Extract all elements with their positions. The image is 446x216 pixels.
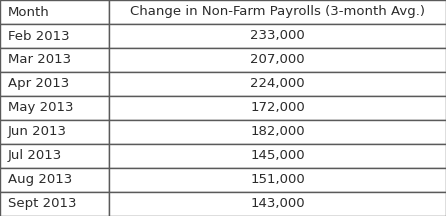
- Text: Aug 2013: Aug 2013: [8, 173, 72, 186]
- Text: 172,000: 172,000: [250, 102, 305, 114]
- Bar: [0, 192, 109, 216]
- Text: Sept 2013: Sept 2013: [8, 197, 76, 211]
- Text: 145,000: 145,000: [250, 149, 305, 162]
- Bar: [109, 168, 446, 192]
- Bar: [0, 96, 109, 120]
- Text: Month: Month: [8, 5, 50, 19]
- Text: May 2013: May 2013: [8, 102, 73, 114]
- Bar: [109, 120, 446, 144]
- Text: 224,000: 224,000: [250, 78, 305, 91]
- Text: Feb 2013: Feb 2013: [8, 30, 69, 43]
- Bar: [0, 120, 109, 144]
- Bar: [109, 96, 446, 120]
- Bar: [0, 168, 109, 192]
- Text: 151,000: 151,000: [250, 173, 305, 186]
- Bar: [109, 192, 446, 216]
- Text: Jul 2013: Jul 2013: [8, 149, 62, 162]
- Bar: [0, 144, 109, 168]
- Bar: [109, 144, 446, 168]
- Bar: [109, 0, 446, 24]
- Text: 143,000: 143,000: [250, 197, 305, 211]
- Bar: [109, 48, 446, 72]
- Text: 182,000: 182,000: [250, 125, 305, 138]
- Text: Apr 2013: Apr 2013: [8, 78, 69, 91]
- Bar: [0, 72, 109, 96]
- Text: 207,000: 207,000: [250, 54, 305, 67]
- Text: Change in Non-Farm Payrolls (3-month Avg.): Change in Non-Farm Payrolls (3-month Avg…: [130, 5, 425, 19]
- Text: 233,000: 233,000: [250, 30, 305, 43]
- Bar: [0, 24, 109, 48]
- Bar: [0, 48, 109, 72]
- Text: Jun 2013: Jun 2013: [8, 125, 66, 138]
- Bar: [109, 24, 446, 48]
- Bar: [0, 0, 109, 24]
- Bar: [109, 72, 446, 96]
- Text: Mar 2013: Mar 2013: [8, 54, 71, 67]
